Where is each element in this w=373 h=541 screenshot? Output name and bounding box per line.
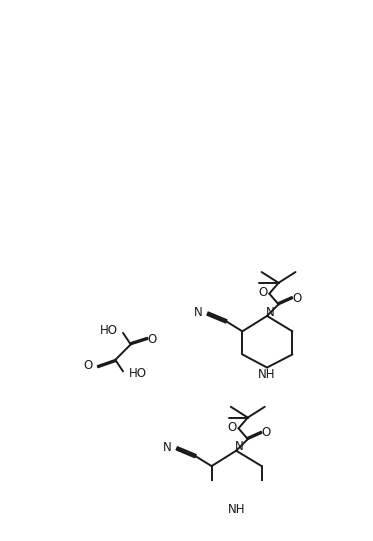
Text: N: N	[266, 306, 275, 319]
Text: N: N	[163, 441, 172, 454]
Text: O: O	[148, 333, 157, 346]
Text: O: O	[261, 426, 271, 439]
Text: HO: HO	[128, 367, 147, 380]
Text: O: O	[292, 292, 302, 305]
Text: NH: NH	[258, 368, 276, 381]
Text: NH: NH	[228, 503, 245, 516]
Text: N: N	[194, 306, 202, 319]
Text: N: N	[235, 440, 244, 453]
Text: HO: HO	[100, 324, 117, 337]
Text: O: O	[258, 286, 268, 299]
Text: O: O	[228, 421, 237, 434]
Text: O: O	[84, 359, 93, 373]
